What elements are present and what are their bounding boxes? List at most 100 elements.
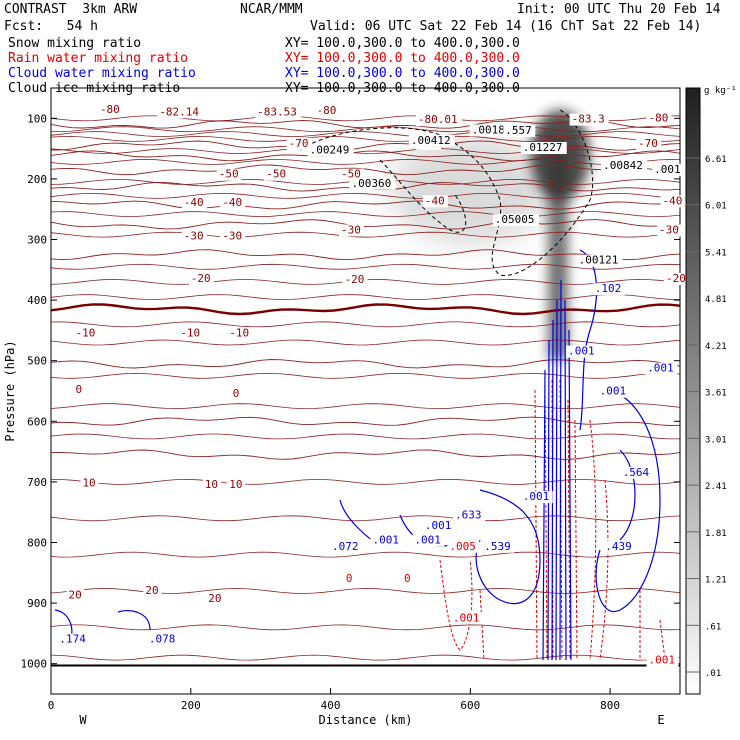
colorbar-tick-label: 2.41 — [705, 482, 727, 492]
isotherm-line — [50, 263, 681, 270]
y-tick-label: 900 — [27, 597, 47, 610]
isotherm-line — [50, 294, 681, 301]
isotherm-line — [50, 403, 681, 410]
isotherm-line — [50, 551, 681, 558]
contour-label: 20 — [145, 584, 158, 597]
isotherm-line — [51, 126, 681, 133]
field-label-snow: Snow mixing ratio — [8, 36, 142, 51]
contour-label-bg — [307, 144, 354, 157]
y-tick-label: 1000 — [21, 658, 48, 671]
contour-label-bg — [492, 214, 539, 227]
colorbar-tick-label: 4.81 — [705, 295, 727, 305]
contour-label-bg — [314, 105, 340, 118]
y-axis-label: Pressure (hPa) — [3, 340, 17, 441]
contour-label: .00183 — [472, 123, 512, 136]
contour-label: .174 — [59, 632, 86, 645]
contour-label: .005 — [449, 540, 476, 553]
isotherm-line — [50, 150, 681, 162]
contour-label: .539 — [484, 540, 511, 553]
contour-label-bg — [97, 103, 123, 116]
contour-label: -10 — [75, 326, 95, 339]
isotherm-line — [50, 211, 681, 217]
isotherm-line — [50, 515, 681, 522]
x-end-label-east: E — [657, 713, 664, 727]
contour-label-bg — [202, 478, 221, 491]
contour-label-bg — [636, 137, 662, 150]
contour-label-bg — [620, 466, 653, 479]
contour-label-bg — [447, 540, 480, 553]
contour-label-bg — [503, 125, 536, 138]
contour-label-bg — [422, 520, 455, 533]
contour-label: .001 — [647, 362, 674, 375]
contour-label: .439 — [605, 540, 632, 553]
contour-label: .001 — [523, 490, 550, 503]
contour-label: .00121 — [579, 254, 619, 267]
contour-label: -30 — [184, 230, 204, 243]
contour-label: 0 — [75, 383, 82, 396]
contour-label-bg — [73, 383, 85, 396]
contour-label: .00249 — [310, 143, 350, 156]
field-label-cloudwater: Cloud water mixing ratio — [8, 66, 196, 81]
colorbar-tick-label: .61 — [705, 622, 721, 632]
forecast-hour: Fcst: 54 h — [4, 19, 98, 34]
contour-label: .001 — [414, 534, 441, 547]
contour-label-bg — [178, 327, 204, 340]
isotherm-line — [50, 131, 681, 138]
contour-label: -30 — [659, 223, 679, 236]
contour-label: .05005 — [495, 213, 535, 226]
colorbar-unit: g kg⁻¹ — [704, 86, 737, 96]
contour-label: 20 — [208, 592, 221, 605]
cloud-ice-contour — [299, 109, 594, 277]
contour-label: -10 — [180, 326, 200, 339]
isotherm-line — [50, 200, 681, 210]
contour-label: 0 — [233, 387, 240, 400]
isotherm-line — [50, 359, 681, 369]
contour-label-bg — [66, 589, 85, 602]
contour-label-bg — [520, 142, 567, 155]
isotherm-line — [50, 192, 681, 199]
contour-label: -10 — [229, 326, 249, 339]
isotherm-line — [50, 433, 680, 440]
plot-title: CONTRAST 3km ARW — [4, 2, 138, 17]
isotherm-line — [50, 654, 681, 661]
contour-label: .557 — [505, 124, 532, 137]
isotherm-line — [50, 449, 681, 460]
rain-contour-3 — [439, 559, 485, 661]
contour-label: .00360 — [352, 177, 392, 190]
contour-label-bg — [592, 283, 625, 296]
contour-label-bg — [482, 540, 515, 553]
contour-label: -80 — [100, 103, 120, 116]
contour-label: -20 — [666, 272, 686, 285]
contour-label: -40 — [663, 194, 683, 207]
contour-label: -83.3 — [572, 113, 605, 126]
contour-label-bg — [370, 534, 403, 547]
contour-label-bg — [343, 572, 355, 585]
contour-label-bg — [206, 592, 225, 605]
contour-label-bg — [660, 195, 686, 208]
contour-label: -82.14 — [159, 105, 199, 118]
contour-label-bg — [227, 327, 253, 340]
contour-label: -20 — [345, 273, 365, 286]
contour-label-bg — [569, 113, 609, 126]
contour-label: 10 — [82, 477, 95, 490]
contour-label-bg — [566, 345, 599, 358]
colorbar-tick-label: 3.01 — [705, 435, 727, 445]
contour-label: -50 — [341, 168, 361, 181]
contour-label: .001 — [649, 654, 676, 667]
contour-label: -40 — [184, 196, 204, 209]
contour-label-bg — [220, 230, 246, 243]
x-tick-label: 600 — [460, 699, 480, 712]
field-xy-snow: XY= 100.0,300.0 to 400.0,300.0 — [285, 36, 520, 51]
colorbar-tick-label: 1.81 — [705, 529, 727, 539]
y-tick-label: 600 — [27, 415, 47, 428]
x-axis-label: Distance (km) — [319, 713, 413, 727]
contour-label-bg — [255, 106, 302, 119]
colorbar — [685, 87, 701, 695]
contour-label: .001 — [600, 385, 627, 398]
contour-label-bg — [230, 388, 242, 401]
contour-label-bg — [576, 254, 623, 267]
contour-label-bg — [227, 478, 246, 491]
colorbar-tick-label: 4.21 — [705, 342, 727, 352]
isotherm-line — [50, 135, 681, 142]
